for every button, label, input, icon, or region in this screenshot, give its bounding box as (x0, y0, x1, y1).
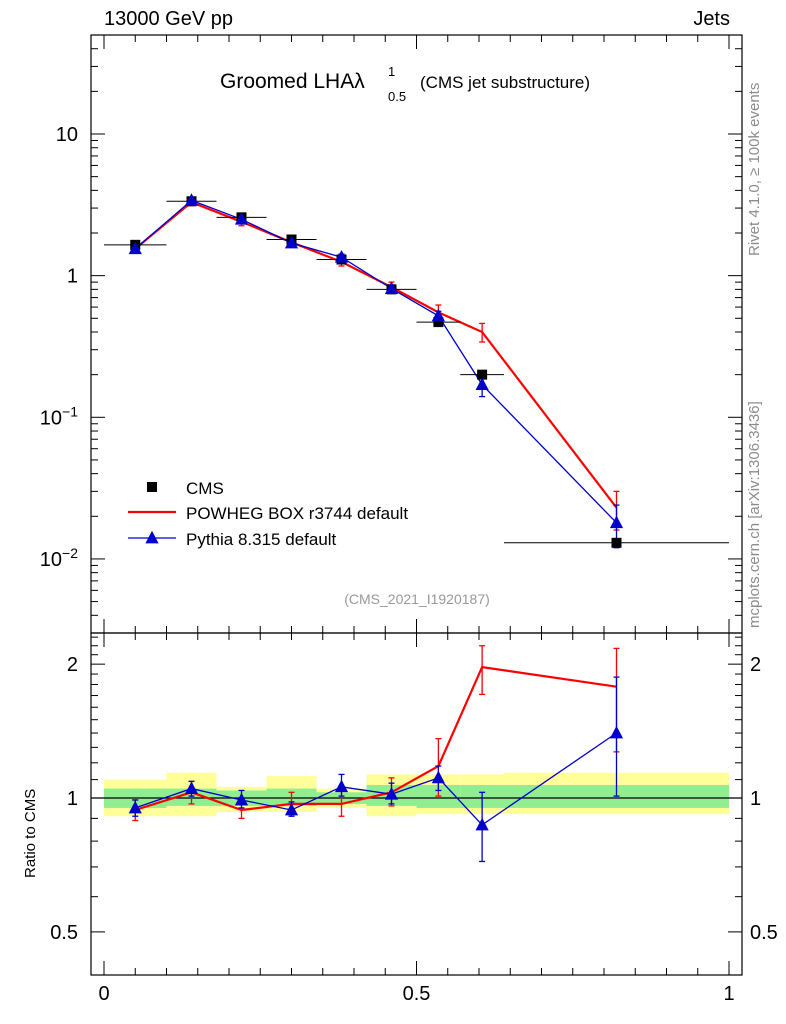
analysis-id-label: (CMS_2021_I1920187) (344, 591, 490, 607)
cms-point (477, 369, 488, 380)
cms-point (611, 537, 622, 548)
ratio-y-tick-label: 1 (67, 788, 78, 810)
pythia-ratio-point (609, 725, 624, 739)
legend-powheg-label: POWHEG BOX r3744 default (186, 504, 408, 523)
pythia-main-point (234, 212, 249, 225)
ratio-y-tick-label-right: 1 (750, 788, 761, 810)
pythia-main-point (384, 281, 399, 295)
category-label: Jets (693, 8, 730, 30)
y-tick-label: 10−2 (40, 545, 78, 571)
pythia-ratio-point (475, 817, 489, 831)
pythia-ratio-point (284, 802, 299, 816)
pythia-ratio-point (431, 770, 445, 784)
rivet-version-label: Rivet 4.1.0, ≥ 100k events (746, 82, 763, 256)
energy-label: 13000 GeV pp (104, 8, 233, 30)
pythia-ratio-point (334, 779, 349, 793)
title-suffix: (CMS jet substructure) (420, 73, 590, 92)
pythia-main-point (431, 308, 445, 322)
cms-point (433, 317, 444, 328)
title-lambda-superscript: 1 (388, 64, 395, 79)
mcplots-label: mcplots.cern.ch [arXiv:1306.3436] (746, 401, 763, 628)
powheg-main-line (134, 200, 618, 509)
pythia-ratio-point (128, 800, 142, 814)
pythia-main-point (128, 241, 142, 255)
pythia-main-point (475, 377, 489, 391)
x-tick-label: 1 (723, 983, 734, 1005)
pythia-ratio-point (384, 786, 399, 800)
pythia-ratio-point (184, 781, 199, 795)
ratio-y-tick-label: 0.5 (50, 922, 78, 944)
title-lambda-subscript: 0.5 (388, 89, 406, 104)
legend-pythia-marker (145, 530, 159, 544)
plot-title: Groomed LHAλ (220, 70, 365, 93)
pythia-main-point (334, 249, 349, 263)
pythia-main-line (134, 199, 617, 524)
legend-cms-label: CMS (186, 479, 224, 498)
legend-pythia-label: Pythia 8.315 default (186, 530, 337, 549)
x-tick-label: 0.5 (403, 983, 431, 1005)
pythia-main-point (609, 515, 624, 529)
ratio-y-tick-label-right: 2 (750, 654, 761, 676)
y-tick-label: 10−1 (40, 403, 78, 429)
y-tick-label: 10 (56, 124, 78, 146)
legend-cms-marker (147, 482, 157, 492)
pythia-ratio-point (234, 792, 249, 806)
x-tick-label: 0 (98, 983, 109, 1005)
y-tick-label: 1 (67, 266, 78, 288)
pythia-main-point (184, 193, 199, 206)
pythia-main-point (284, 235, 299, 249)
ratio-axis-title: Ratio to CMS (22, 788, 39, 878)
ratio-y-tick-label: 2 (67, 654, 78, 676)
ratio-y-tick-label-right: 0.5 (750, 922, 778, 944)
